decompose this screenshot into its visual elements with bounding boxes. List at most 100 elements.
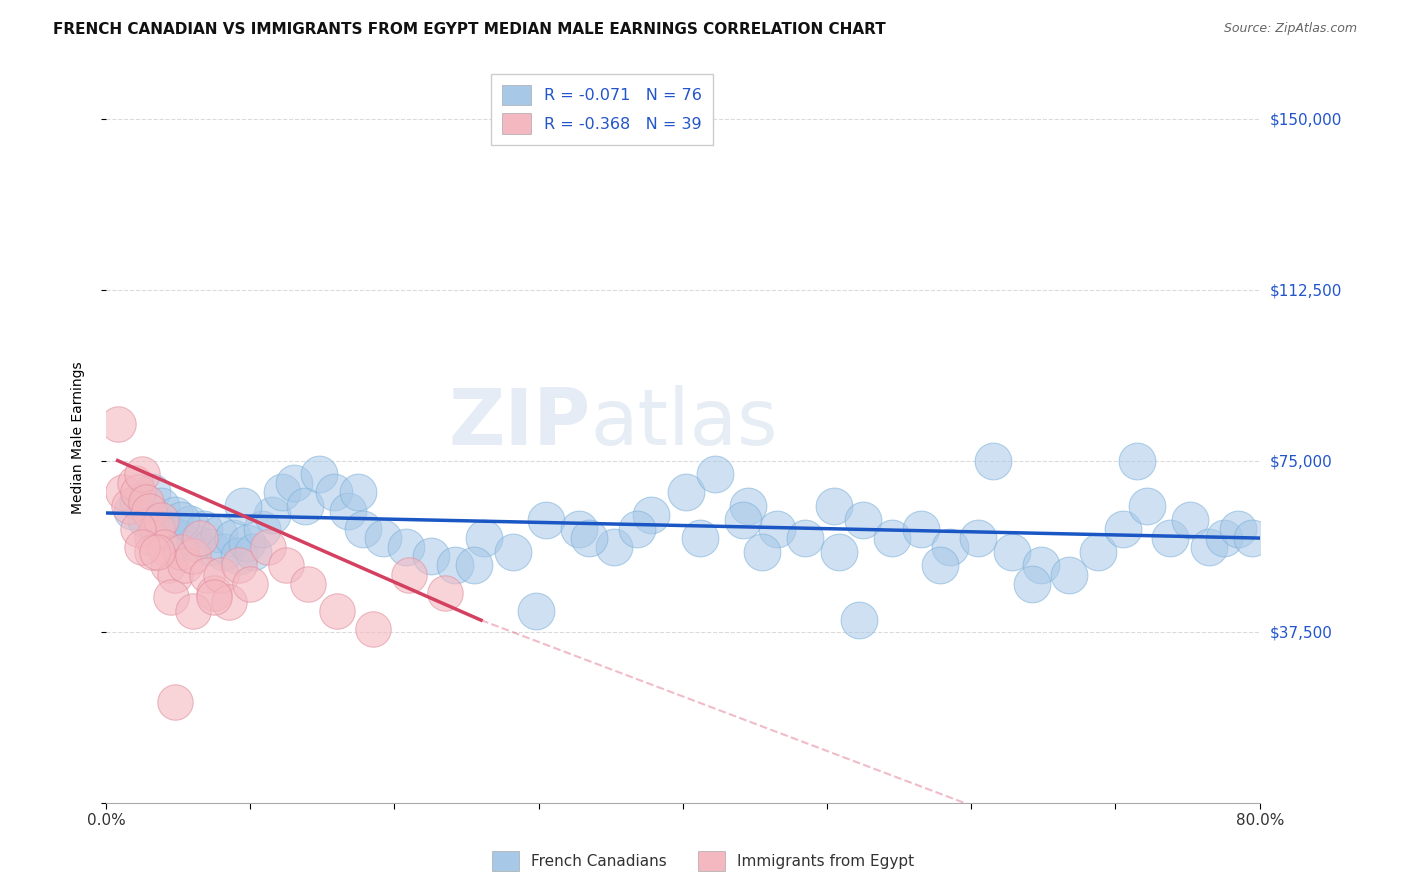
Point <box>127 494 149 508</box>
Point <box>578 531 600 545</box>
Point <box>794 531 817 545</box>
Point <box>733 513 755 527</box>
Point <box>239 576 262 591</box>
Point <box>170 545 193 559</box>
Point <box>138 504 160 518</box>
Legend: French Canadians, Immigrants from Egypt: French Canadians, Immigrants from Egypt <box>485 846 921 877</box>
Point <box>131 540 153 554</box>
Point <box>112 485 135 500</box>
Point <box>157 558 180 573</box>
Point <box>135 513 157 527</box>
Point <box>222 531 245 545</box>
Point <box>294 499 316 513</box>
Point <box>165 508 187 523</box>
Point <box>308 467 330 482</box>
Point <box>398 567 420 582</box>
Point <box>1001 545 1024 559</box>
Point <box>1198 540 1220 554</box>
Point <box>1126 453 1149 467</box>
Point <box>165 695 187 709</box>
Point <box>121 504 143 518</box>
Point <box>118 499 141 513</box>
Point <box>107 417 129 431</box>
Point <box>626 522 648 536</box>
Point <box>141 485 163 500</box>
Point <box>209 567 232 582</box>
Point <box>602 540 624 554</box>
Point <box>1136 499 1159 513</box>
Point <box>534 513 557 527</box>
Point <box>371 531 394 545</box>
Point <box>1180 513 1202 527</box>
Point <box>852 513 875 527</box>
Point <box>765 522 787 536</box>
Point <box>156 522 179 536</box>
Point <box>322 485 344 500</box>
Point <box>271 485 294 500</box>
Point <box>149 499 172 513</box>
Point <box>640 508 662 523</box>
Point <box>141 545 163 559</box>
Point <box>326 604 349 618</box>
Point <box>1227 522 1250 536</box>
Point <box>124 476 146 491</box>
Point <box>395 540 418 554</box>
Point <box>214 545 236 559</box>
Point <box>283 476 305 491</box>
Point <box>981 453 1004 467</box>
Point <box>910 522 932 536</box>
Point <box>188 531 211 545</box>
Point <box>170 513 193 527</box>
Point <box>250 522 273 536</box>
Point <box>848 613 870 627</box>
Point <box>181 604 204 618</box>
Point <box>276 558 298 573</box>
Point <box>193 522 215 536</box>
Point <box>751 545 773 559</box>
Point <box>689 531 711 545</box>
Point <box>823 499 845 513</box>
Point <box>184 535 207 549</box>
Point <box>127 485 149 500</box>
Point <box>524 604 547 618</box>
Point <box>1059 567 1081 582</box>
Point <box>141 531 163 545</box>
Text: atlas: atlas <box>591 385 778 461</box>
Point <box>1212 531 1234 545</box>
Point <box>880 531 903 545</box>
Point <box>256 540 278 554</box>
Point <box>444 558 467 573</box>
Point <box>967 531 990 545</box>
Point <box>236 535 259 549</box>
Point <box>207 526 229 541</box>
Point <box>232 499 254 513</box>
Point <box>195 567 218 582</box>
Point <box>228 558 250 573</box>
Point <box>297 576 319 591</box>
Point <box>174 558 197 573</box>
Point <box>127 522 149 536</box>
Text: FRENCH CANADIAN VS IMMIGRANTS FROM EGYPT MEDIAN MALE EARNINGS CORRELATION CHART: FRENCH CANADIAN VS IMMIGRANTS FROM EGYPT… <box>53 22 886 37</box>
Point <box>1021 576 1043 591</box>
Point <box>145 545 167 559</box>
Point <box>827 545 849 559</box>
Point <box>1241 531 1264 545</box>
Point <box>170 531 193 545</box>
Point <box>152 540 174 554</box>
Point <box>675 485 697 500</box>
Point <box>1159 531 1181 545</box>
Point <box>361 622 384 636</box>
Legend: R = -0.071   N = 76, R = -0.368   N = 39: R = -0.071 N = 76, R = -0.368 N = 39 <box>491 74 713 145</box>
Point <box>1112 522 1135 536</box>
Point <box>463 558 485 573</box>
Point <box>165 567 187 582</box>
Point <box>135 494 157 508</box>
Point <box>228 549 250 564</box>
Text: ZIP: ZIP <box>449 385 591 461</box>
Point <box>502 545 524 559</box>
Point <box>737 499 759 513</box>
Point <box>145 522 167 536</box>
Point <box>181 549 204 564</box>
Point <box>218 595 240 609</box>
Text: Source: ZipAtlas.com: Source: ZipAtlas.com <box>1223 22 1357 36</box>
